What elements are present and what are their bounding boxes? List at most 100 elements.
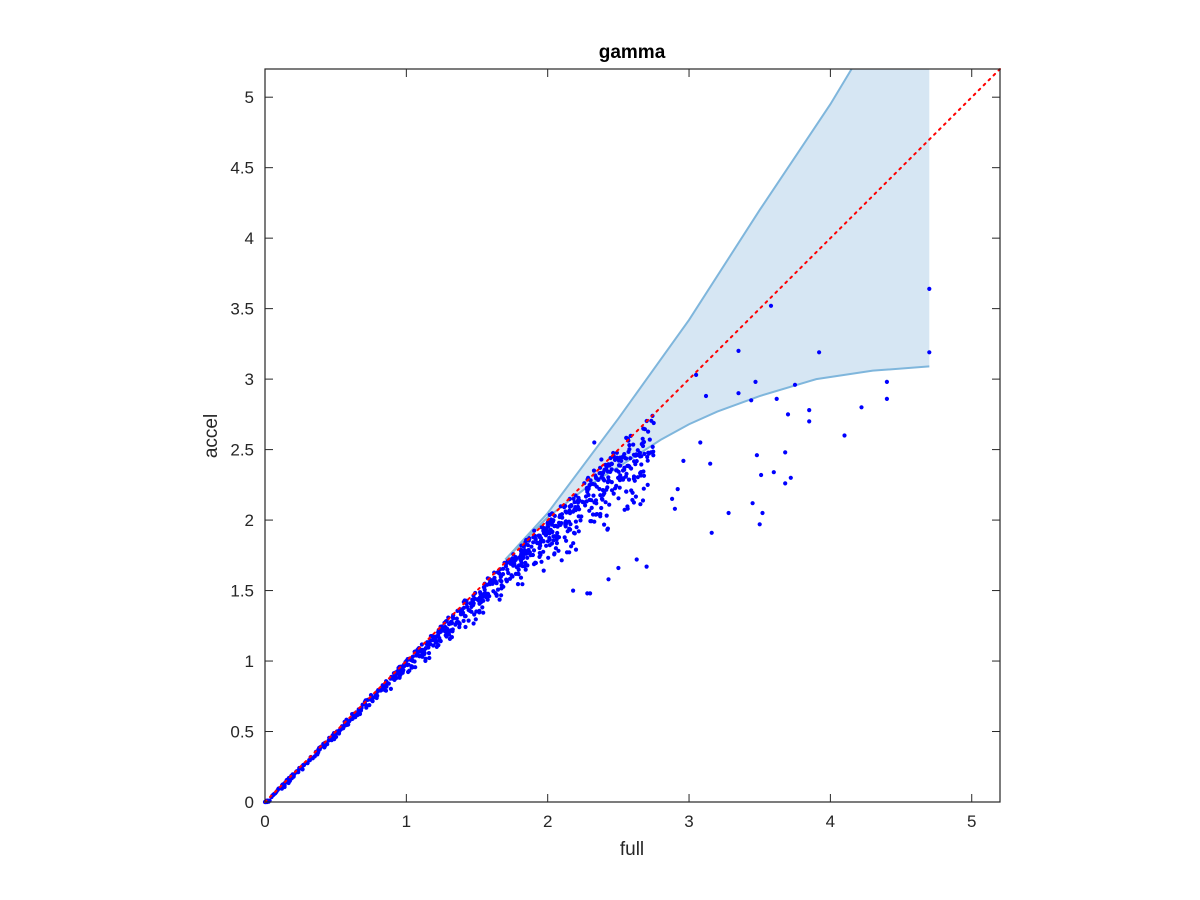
data-point bbox=[454, 616, 459, 621]
data-point bbox=[792, 382, 798, 387]
data-point bbox=[523, 567, 528, 572]
data-point bbox=[543, 529, 548, 535]
data-point bbox=[412, 659, 417, 664]
data-point bbox=[445, 629, 450, 635]
data-point bbox=[617, 478, 623, 483]
data-point bbox=[617, 485, 622, 490]
data-point bbox=[537, 540, 542, 546]
data-point bbox=[473, 617, 478, 622]
data-point bbox=[432, 634, 438, 640]
data-point bbox=[644, 564, 649, 569]
x-tick-label: 4 bbox=[826, 812, 835, 831]
data-point bbox=[462, 614, 467, 619]
data-point bbox=[750, 501, 755, 506]
data-point bbox=[726, 510, 731, 516]
data-point bbox=[754, 453, 760, 458]
plot-area: 0 1 2 3 4 5 0 0.5 1 1.5 2 2.5 3 3.5 4 4.5 5 bbox=[230, 68, 1001, 831]
data-point bbox=[495, 587, 501, 592]
data-point bbox=[525, 543, 531, 548]
data-point bbox=[612, 457, 618, 462]
data-point bbox=[584, 499, 589, 504]
y-tick-label: 2.5 bbox=[230, 441, 254, 460]
data-point bbox=[757, 522, 762, 527]
data-point bbox=[569, 503, 574, 508]
confidence-band bbox=[505, 69, 930, 560]
data-point bbox=[445, 626, 450, 631]
data-point bbox=[436, 630, 441, 635]
data-point bbox=[599, 496, 605, 501]
data-point bbox=[463, 624, 468, 630]
data-point bbox=[631, 476, 637, 481]
data-point bbox=[493, 579, 498, 584]
data-point bbox=[556, 548, 561, 553]
data-point bbox=[506, 570, 511, 576]
data-point bbox=[760, 510, 765, 516]
data-point bbox=[461, 605, 467, 610]
y-axis-label: accel bbox=[201, 414, 222, 458]
data-point bbox=[594, 484, 599, 489]
data-point bbox=[602, 467, 607, 472]
data-point bbox=[774, 396, 779, 401]
data-point bbox=[513, 557, 518, 562]
data-point bbox=[426, 651, 432, 656]
data-point bbox=[807, 408, 812, 413]
data-point bbox=[634, 557, 639, 562]
data-point bbox=[591, 468, 597, 473]
data-point bbox=[625, 504, 630, 509]
data-point bbox=[622, 467, 627, 472]
data-point bbox=[388, 686, 393, 692]
data-point bbox=[516, 567, 521, 572]
data-point bbox=[672, 506, 678, 511]
data-point bbox=[577, 498, 582, 503]
y-tick-label: 0.5 bbox=[230, 723, 254, 742]
data-point bbox=[533, 560, 538, 565]
data-point bbox=[768, 303, 774, 308]
data-point bbox=[541, 549, 546, 554]
data-point bbox=[611, 491, 616, 496]
y-tick-label: 1.5 bbox=[230, 582, 254, 601]
y-tick-label: 4 bbox=[245, 229, 254, 248]
data-point bbox=[594, 511, 600, 517]
data-point bbox=[624, 435, 629, 440]
data-point bbox=[326, 738, 331, 743]
data-point bbox=[638, 473, 644, 478]
data-point bbox=[512, 562, 517, 567]
data-point bbox=[592, 440, 597, 445]
data-point bbox=[499, 583, 504, 588]
data-point bbox=[524, 537, 529, 543]
data-point bbox=[640, 498, 646, 503]
data-point bbox=[568, 522, 573, 527]
data-point bbox=[397, 669, 402, 674]
data-point bbox=[546, 555, 551, 560]
data-point bbox=[621, 454, 626, 459]
data-point bbox=[546, 524, 551, 529]
data-point bbox=[438, 639, 443, 644]
data-point bbox=[618, 473, 623, 478]
data-point bbox=[482, 587, 487, 592]
data-point bbox=[759, 472, 764, 478]
data-point bbox=[599, 457, 604, 462]
data-point bbox=[431, 643, 436, 648]
data-point bbox=[364, 703, 369, 708]
data-point bbox=[525, 555, 530, 560]
data-point bbox=[472, 612, 477, 617]
data-point bbox=[552, 551, 557, 556]
data-point bbox=[529, 544, 534, 549]
data-point bbox=[532, 528, 537, 533]
data-point bbox=[622, 507, 627, 512]
data-point bbox=[439, 624, 445, 629]
data-point bbox=[630, 497, 635, 503]
data-point bbox=[571, 496, 576, 501]
data-point bbox=[271, 792, 276, 798]
data-point bbox=[641, 469, 646, 474]
data-point bbox=[605, 526, 611, 531]
data-point bbox=[563, 509, 568, 514]
data-point bbox=[557, 514, 562, 520]
data-point bbox=[624, 489, 629, 494]
axes-box bbox=[264, 68, 1001, 803]
data-point bbox=[410, 654, 415, 659]
data-point bbox=[555, 530, 560, 536]
data-point bbox=[574, 525, 579, 530]
data-point bbox=[397, 674, 402, 680]
data-point bbox=[708, 461, 713, 466]
